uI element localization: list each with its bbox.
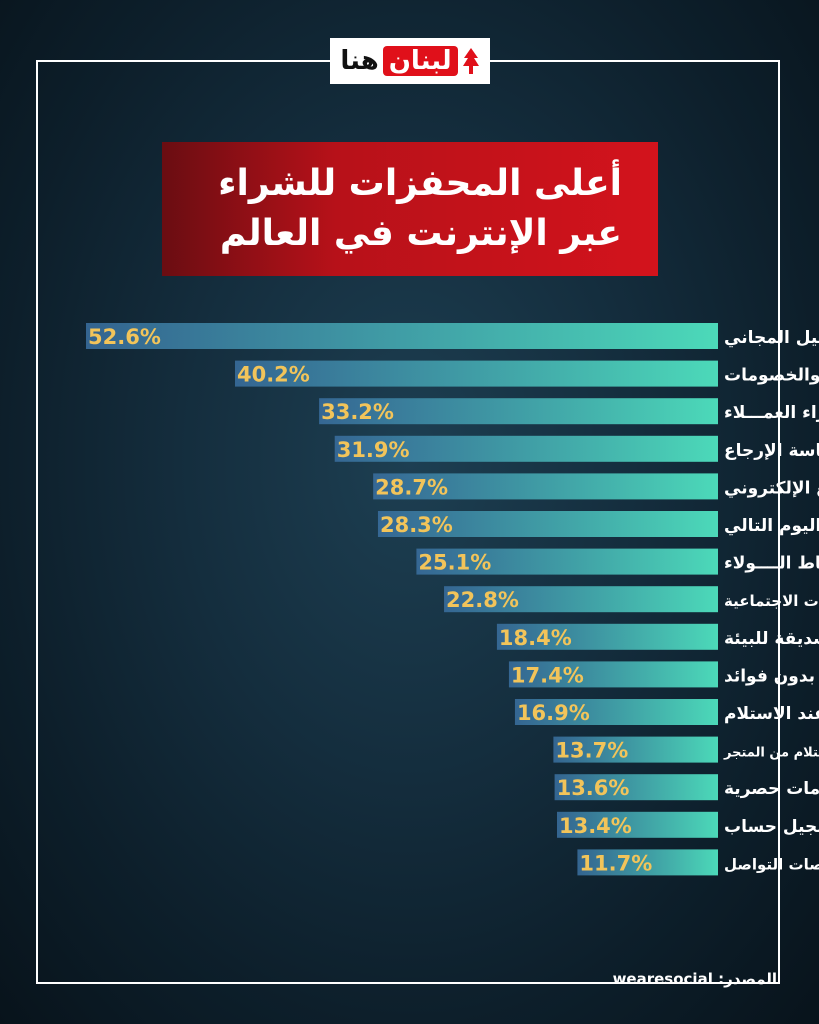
source-credit: المصدر: wearesocial <box>613 970 777 988</box>
category-label-1: 1- التوصيل المجاني <box>724 328 819 348</box>
value-label-12: 13.7% <box>555 739 628 763</box>
category-label-13: 13- محتوى أو خدمات حصرية <box>724 777 819 799</box>
value-label-6: 28.3% <box>380 513 453 537</box>
value-label-11: 16.9% <box>517 701 590 725</box>
bar-13 <box>554 774 718 801</box>
bar-8 <box>444 586 718 613</box>
category-label-7: 7- نقاط الــــولاء <box>724 554 819 574</box>
value-label-10: 17.4% <box>511 663 584 687</box>
value-label-14: 13.4% <box>559 814 632 838</box>
bar-9 <box>496 623 718 650</box>
value-label-9: 18.4% <box>499 626 572 650</box>
cedar-icon <box>462 48 479 74</box>
category-label-6: 6- التوصيل في اليوم التالي <box>724 516 819 536</box>
category-label-5: 5- سهولة الدفع الإلكتروني <box>724 478 819 498</box>
category-label-15: 15- أزرار الشراء عبر منصات التواصل <box>724 854 819 873</box>
bar-14 <box>556 811 718 838</box>
category-label-9: 9- المنتجات الصديقة للبيئة <box>724 629 819 649</box>
bar-6 <box>377 511 718 537</box>
value-label-5: 28.7% <box>375 475 448 499</box>
category-label-10: 10- الشراء بالتقسيط بدون فوائد <box>724 666 819 686</box>
category-label-2: 2- الكوبونات والخصومات <box>724 366 819 386</box>
brand-logo: لبنان هنا <box>330 38 490 84</box>
title-banner: أعلى المحفزات للشراء عبر الإنترنت في الع… <box>162 142 658 276</box>
category-label-12: 12- الطلب عبر الإنترنت والاستلام من المت… <box>723 746 819 761</box>
value-label-8: 22.8% <box>446 588 519 612</box>
title-line-1: أعلى المحفزات للشراء <box>218 163 622 204</box>
category-label-11: 11- الدفع عند الاستلام <box>724 704 819 724</box>
source-value: wearesocial <box>612 970 713 988</box>
bar-5 <box>373 473 718 500</box>
bar-10 <box>508 661 718 688</box>
value-label-1: 52.6% <box>88 325 161 349</box>
bar-11 <box>514 699 718 725</box>
value-label-13: 13.6% <box>557 776 630 800</box>
category-label-8: 8- الإعجابات والتعليقات الاجتماعية <box>724 592 819 610</box>
title-line-2: عبر الإنترنت في العالم <box>219 213 622 254</box>
category-label-14: 14- الدفع كزائر دون تسجيل حساب <box>724 817 819 837</box>
value-label-3: 33.2% <box>321 400 394 424</box>
bar-4 <box>334 435 718 462</box>
value-label-7: 25.1% <box>418 551 491 575</box>
bar-1 <box>86 323 718 349</box>
bar-7 <box>416 548 718 575</box>
bar-15 <box>577 849 718 876</box>
category-label-4: 4- سهولة وسياسة الإرجاع <box>724 441 819 461</box>
bar-12 <box>553 736 718 763</box>
bar-3 <box>319 398 718 425</box>
category-label-3: 3- آراء العمـــلاء <box>724 401 819 423</box>
value-label-2: 40.2% <box>237 363 310 387</box>
source-label: المصدر: <box>718 970 777 988</box>
brand-name-part2: لبنان <box>382 46 458 76</box>
value-label-4: 31.9% <box>337 438 410 462</box>
bar-2 <box>234 360 718 387</box>
brand-name-part1: هنا <box>340 46 379 76</box>
value-label-15: 11.7% <box>579 851 652 875</box>
